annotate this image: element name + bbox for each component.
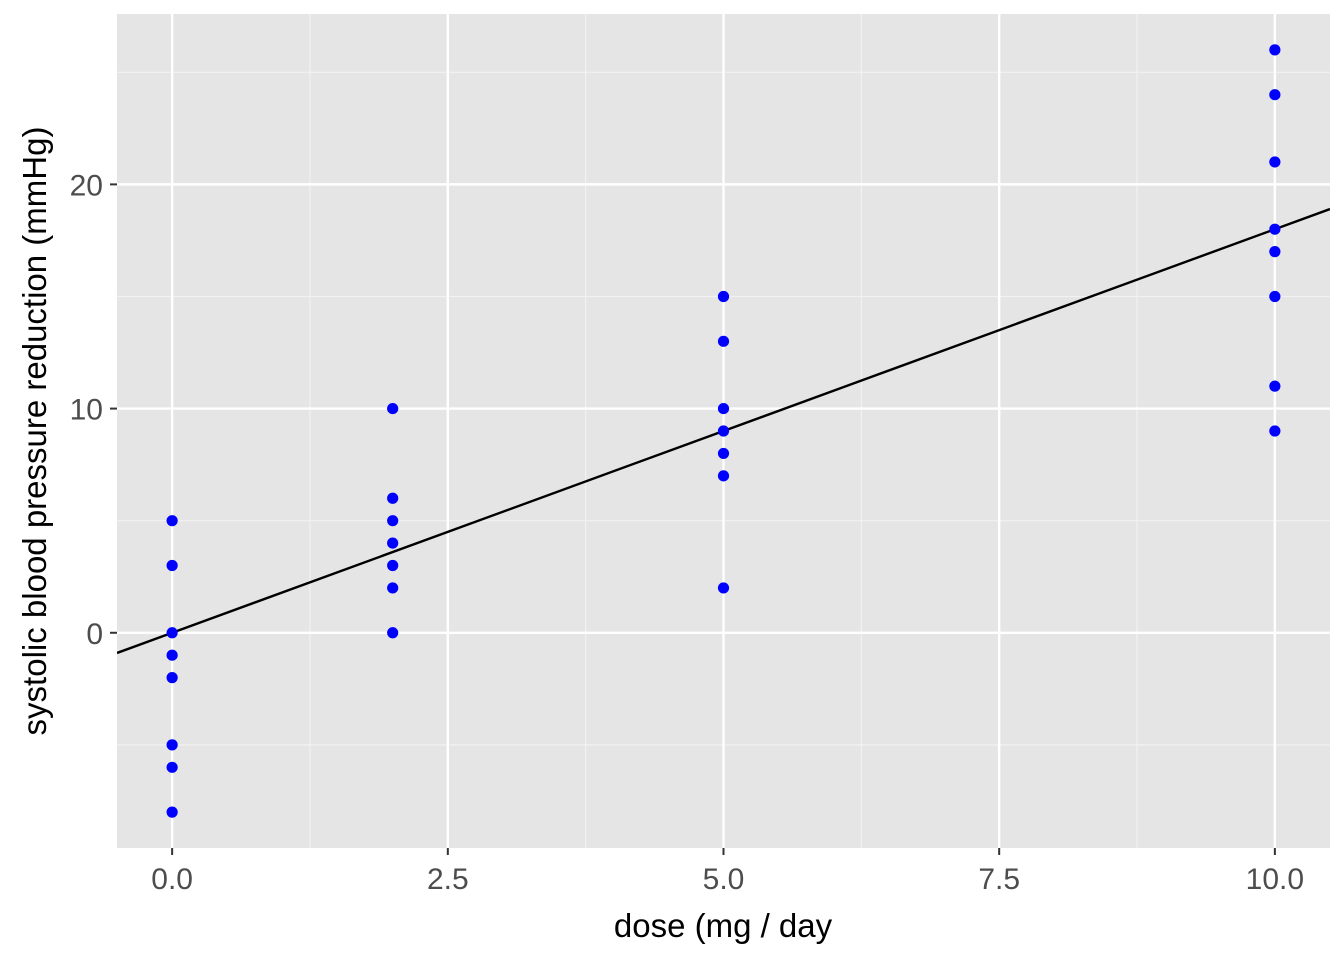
- data-point: [717, 582, 730, 594]
- data-point: [387, 515, 399, 527]
- x-tick-label: 7.5: [978, 863, 1020, 896]
- data-point: [166, 649, 178, 661]
- data-point: [1269, 246, 1281, 258]
- data-point: [387, 582, 399, 594]
- data-point: [166, 761, 178, 773]
- data-point: [166, 739, 178, 751]
- data-point: [1269, 380, 1281, 392]
- data-marks: [117, 44, 1330, 818]
- x-tick-label: 10.0: [1246, 863, 1304, 896]
- data-point: [717, 290, 730, 303]
- data-point: [166, 806, 178, 818]
- data-point: [387, 627, 399, 639]
- data-point: [717, 335, 730, 347]
- axes: 0.0 2.5 5.0 7.5 10.0 0 10 20: [70, 169, 1304, 896]
- data-point: [166, 672, 178, 684]
- data-point: [717, 425, 730, 437]
- data-point: [1269, 156, 1281, 168]
- y-tick-label: 10: [70, 394, 103, 427]
- x-tick-label: 2.5: [427, 863, 469, 896]
- data-point: [717, 447, 730, 460]
- y-tick-label: 0: [86, 618, 103, 651]
- data-point: [166, 515, 178, 527]
- data-point: [1269, 44, 1281, 56]
- data-point: [387, 559, 399, 572]
- data-point: [166, 559, 178, 572]
- x-tick-label: 0.0: [151, 863, 193, 896]
- data-point: [1269, 89, 1281, 101]
- data-point: [1269, 290, 1281, 303]
- data-point: [387, 537, 399, 549]
- y-tick-label: 20: [70, 169, 103, 202]
- x-tick-label: 5.0: [703, 863, 745, 896]
- x-axis-title: dose (mg / day: [614, 907, 833, 944]
- data-point: [1269, 425, 1281, 437]
- data-point: [387, 492, 399, 504]
- data-point: [717, 470, 730, 482]
- y-axis-title: systolic blood pressure reduction (mmHg): [16, 127, 53, 736]
- data-point: [387, 402, 399, 415]
- data-point: [1269, 223, 1281, 235]
- data-point: [166, 627, 178, 639]
- data-point: [717, 402, 730, 415]
